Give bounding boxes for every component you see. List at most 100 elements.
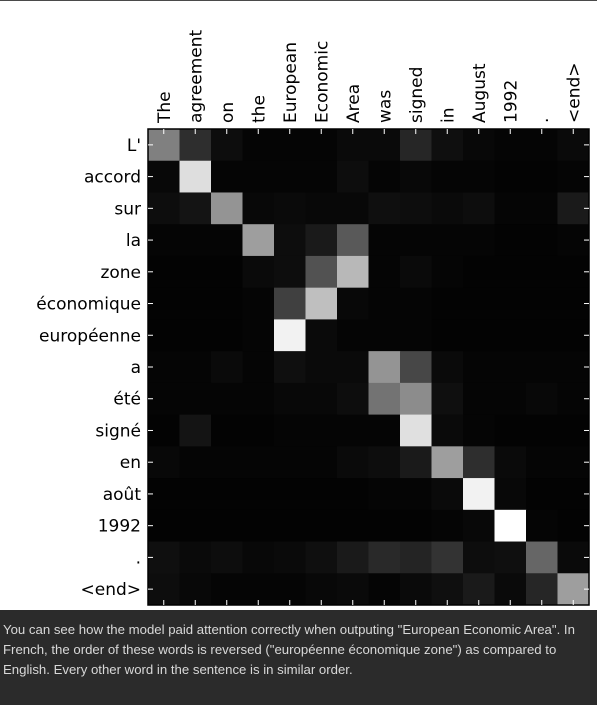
heatmap-cell — [274, 287, 306, 320]
heatmap-cell — [526, 509, 558, 542]
y-tick-label: <end> — [80, 580, 141, 600]
heatmap-cell — [211, 351, 243, 384]
heatmap-cell — [400, 192, 432, 225]
heatmap-cell — [305, 287, 338, 320]
heatmap-cell — [179, 382, 212, 415]
heatmap-cell — [400, 319, 432, 352]
heatmap-cell — [337, 446, 369, 479]
heatmap-cell — [274, 414, 306, 447]
heatmap-cell — [400, 129, 432, 162]
heatmap-cell — [400, 255, 432, 289]
heatmap-cell — [242, 160, 275, 193]
heatmap-cell — [526, 224, 558, 257]
heatmap-cell — [494, 351, 527, 384]
heatmap-cell — [179, 541, 212, 574]
heatmap-cell — [305, 224, 338, 257]
heatmap-cell — [179, 255, 212, 289]
heatmap-cell — [274, 319, 306, 352]
heatmap-cell — [274, 541, 306, 574]
heatmap-cell — [337, 287, 369, 320]
heatmap-cell — [368, 192, 401, 225]
heatmap-cell — [242, 255, 275, 289]
heatmap-cell — [242, 541, 275, 574]
heatmap-cell — [463, 478, 495, 511]
y-tick-label: été — [113, 390, 141, 410]
y-tick-label: européenne — [39, 326, 141, 346]
y-tick-label: août — [103, 485, 142, 505]
heatmap-cell — [305, 509, 338, 542]
heatmap-cell — [526, 319, 558, 352]
heatmap-cell — [526, 478, 558, 511]
heatmap-cell — [368, 541, 401, 574]
heatmap-cell — [211, 541, 243, 574]
heatmap-cell — [526, 351, 558, 384]
heatmap-cell — [148, 414, 180, 447]
heatmap-cell — [274, 478, 306, 511]
x-tick-label: Economic — [312, 41, 332, 123]
heatmap-cell — [148, 160, 180, 193]
heatmap-cell — [337, 509, 369, 542]
heatmap-cell — [494, 509, 527, 542]
heatmap-cell — [368, 319, 401, 352]
heatmap-cell — [526, 192, 558, 225]
heatmap-cell — [368, 414, 401, 447]
heatmap-cell — [305, 255, 338, 289]
heatmap-cell — [305, 319, 338, 352]
heatmap-cell — [211, 224, 243, 257]
heatmap-cell — [211, 319, 243, 352]
y-tick-label: la — [126, 231, 141, 251]
heatmap-cell — [494, 446, 527, 479]
heatmap-cell — [494, 382, 527, 415]
y-tick-label: a — [131, 358, 141, 378]
heatmap-cell — [305, 541, 338, 574]
caption-text: You can see how the model paid attention… — [3, 622, 575, 677]
heatmap-cell — [305, 351, 338, 384]
heatmap-cell — [400, 414, 432, 447]
heatmap-cell — [337, 224, 369, 257]
heatmap-cell — [148, 287, 180, 320]
heatmap-cell — [242, 129, 275, 162]
heatmap-cell — [431, 255, 464, 289]
y-tick-label: 1992 — [98, 517, 141, 537]
heatmap-cell — [148, 129, 180, 162]
heatmap-cell — [368, 478, 401, 511]
heatmap-cell — [431, 192, 464, 225]
x-tick-label: signed — [407, 67, 427, 123]
heatmap-cell — [431, 351, 464, 384]
heatmap-cell — [148, 382, 180, 415]
heatmap-cell — [242, 192, 275, 225]
heatmap-cell — [305, 478, 338, 511]
top-border — [0, 0, 597, 1]
x-tick-label: was — [375, 90, 395, 123]
heatmap-cell — [179, 446, 212, 479]
heatmap-cell — [526, 541, 558, 574]
heatmap-cell — [242, 478, 275, 511]
heatmap-cell — [494, 287, 527, 320]
heatmap-cell — [526, 287, 558, 320]
attention-heatmap: The agreement on the European Economic Area was… — [36, 29, 590, 606]
heatmap-cell — [179, 351, 212, 384]
x-tick-label: the — [249, 95, 269, 123]
x-tick-label: European — [281, 42, 301, 123]
heatmap-cell — [242, 446, 275, 479]
heatmap-cell — [179, 414, 212, 447]
heatmap-cell — [179, 478, 212, 511]
heatmap-cell — [148, 478, 180, 511]
heatmap-cell — [368, 351, 401, 384]
x-tick-label: 1992 — [501, 80, 521, 123]
heatmap-cell — [494, 319, 527, 352]
heatmap-cell — [400, 509, 432, 542]
y-tick-label: accord — [84, 168, 141, 188]
y-tick-label: économique — [36, 295, 141, 315]
heatmap-cell — [242, 287, 275, 320]
heatmap-cell — [494, 192, 527, 225]
heatmap-cell — [179, 192, 212, 225]
heatmap-cell — [431, 509, 464, 542]
heatmap-cell — [431, 224, 464, 257]
heatmap-cell — [431, 414, 464, 447]
x-tick-label: Area — [344, 84, 364, 123]
heatmap-cell — [526, 255, 558, 289]
heatmap-cell — [368, 382, 401, 415]
x-tick-label: The — [155, 91, 175, 124]
heatmap-cell — [179, 287, 212, 320]
